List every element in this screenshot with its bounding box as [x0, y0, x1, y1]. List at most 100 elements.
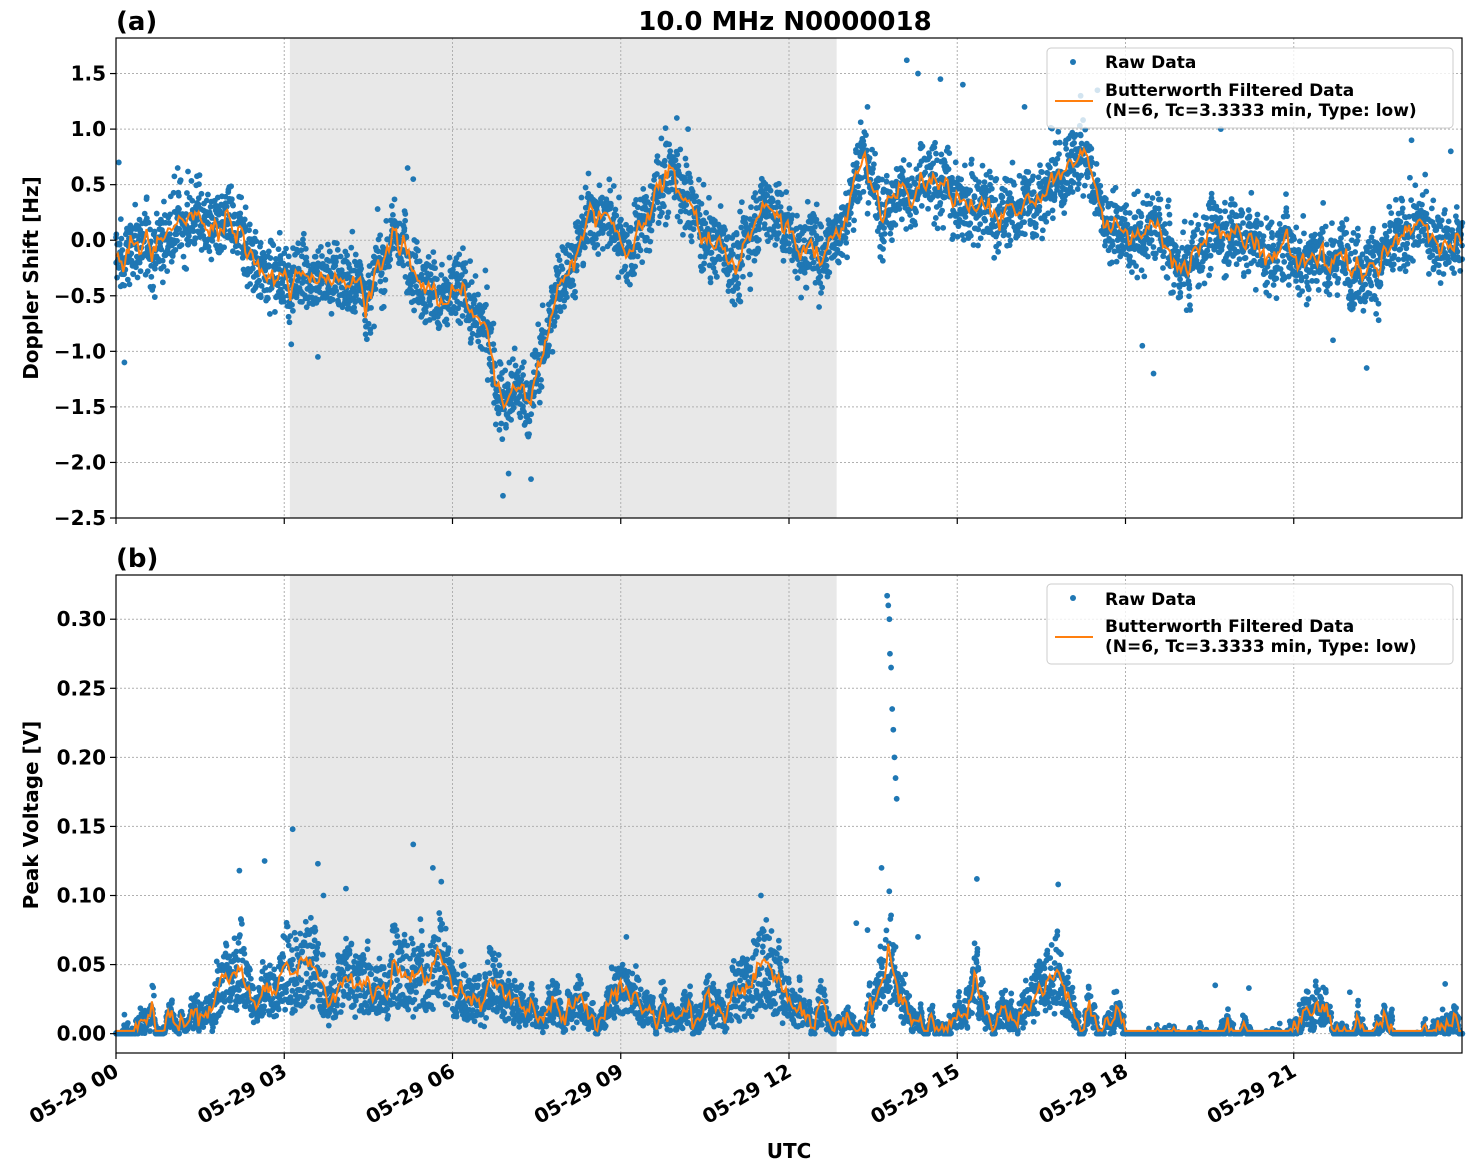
- raw-data-point: [813, 216, 820, 223]
- raw-data-point: [1351, 301, 1358, 308]
- raw-data-point: [1388, 210, 1395, 217]
- raw-data-point: [133, 264, 139, 271]
- raw-data-point: [1043, 218, 1050, 225]
- raw-data-point: [1377, 281, 1384, 288]
- raw-data-point: [881, 238, 887, 245]
- raw-data-point: [1021, 231, 1028, 238]
- raw-data-point: [677, 218, 683, 225]
- raw-data-point: [1327, 280, 1333, 287]
- raw-data-point: [446, 254, 453, 261]
- raw-data-point: [362, 331, 369, 338]
- raw-data-point: [437, 307, 444, 314]
- raw-data-point: [835, 259, 842, 266]
- raw-data-point: [1181, 218, 1188, 225]
- raw-data-point: [521, 409, 527, 415]
- raw-data-point: [390, 245, 397, 252]
- raw-data-point: [1177, 276, 1183, 283]
- raw-data-point: [389, 211, 396, 218]
- raw-data-point: [780, 257, 787, 264]
- raw-data-point: [662, 125, 669, 131]
- raw-data-point: [152, 265, 158, 272]
- raw-data-point: [823, 262, 830, 269]
- raw-data-point: [415, 247, 421, 254]
- raw-data-point: [756, 226, 762, 233]
- raw-data-point: [377, 232, 384, 239]
- raw-data-point: [1301, 230, 1307, 237]
- raw-data-point: [312, 253, 319, 260]
- raw-data-point: [488, 325, 495, 332]
- raw-data-point: [879, 257, 886, 264]
- raw-data-point: [416, 258, 423, 265]
- raw-data-point: [498, 420, 505, 427]
- raw-data-point: [1283, 191, 1289, 198]
- raw-data-point: [995, 248, 1002, 255]
- raw-data-point: [192, 221, 198, 228]
- raw-data-point: [452, 310, 459, 317]
- raw-data-point: [585, 170, 592, 177]
- raw-data-point: [1320, 200, 1327, 206]
- raw-data-point: [506, 359, 513, 366]
- raw-data-point: [640, 185, 647, 192]
- raw-data-point: [352, 308, 358, 315]
- raw-data-point: [1021, 219, 1028, 226]
- raw-data-point: [205, 243, 212, 250]
- raw-data-point: [1056, 151, 1062, 158]
- raw-data-point: [150, 992, 157, 999]
- raw-data-point: [174, 165, 181, 171]
- raw-data-point: [334, 246, 341, 253]
- raw-data-point: [999, 199, 1006, 206]
- raw-data-point: [383, 217, 390, 224]
- raw-data-point: [183, 265, 190, 272]
- raw-data-point: [1228, 196, 1235, 202]
- raw-data-point: [992, 197, 999, 203]
- raw-data-point: [229, 248, 236, 255]
- raw-data-point: [610, 183, 617, 189]
- raw-data-point: [499, 436, 506, 443]
- raw-data-point: [561, 303, 567, 310]
- raw-data-point: [1429, 252, 1436, 259]
- raw-data-point: [402, 217, 409, 224]
- raw-data-point: [168, 258, 175, 265]
- raw-data-point: [285, 313, 292, 320]
- raw-data-point: [387, 256, 394, 263]
- raw-data-point: [767, 187, 774, 194]
- raw-data-point: [177, 177, 184, 184]
- raw-data-point: [1254, 211, 1261, 218]
- raw-data-point: [267, 255, 274, 261]
- raw-data-point: [275, 246, 282, 253]
- raw-data-point: [1201, 280, 1208, 287]
- raw-data-point: [1342, 270, 1349, 277]
- raw-data-point: [294, 277, 301, 284]
- raw-data-point: [338, 284, 345, 291]
- raw-data-point: [1442, 207, 1448, 213]
- raw-data-point: [926, 153, 933, 160]
- raw-data-point: [289, 302, 295, 308]
- raw-data-point: [460, 245, 466, 252]
- raw-data-point: [1270, 282, 1277, 288]
- raw-data-point: [467, 325, 473, 332]
- raw-data-point: [1370, 225, 1377, 232]
- raw-data-point: [844, 254, 850, 261]
- raw-data-point: [167, 211, 173, 218]
- raw-data-point: [996, 240, 1002, 247]
- raw-data-point: [1160, 249, 1167, 255]
- raw-data-point: [237, 210, 244, 217]
- raw-data-point: [986, 168, 993, 175]
- raw-data-point: [1447, 148, 1454, 155]
- raw-data-point: [1260, 233, 1267, 240]
- raw-data-point: [151, 228, 158, 235]
- raw-data-point: [701, 260, 708, 267]
- raw-data-point: [1207, 265, 1214, 272]
- raw-data-point: [1170, 289, 1176, 296]
- raw-data-point: [1039, 169, 1045, 175]
- raw-data-point: [505, 470, 512, 477]
- raw-data-point: [1313, 278, 1320, 284]
- raw-data-point: [737, 298, 744, 305]
- raw-data-point: [1069, 189, 1076, 195]
- raw-data-point: [688, 238, 695, 245]
- raw-data-point: [1141, 273, 1148, 280]
- raw-data-point: [504, 381, 511, 388]
- raw-data-point: [907, 212, 914, 218]
- raw-data-point: [147, 226, 154, 233]
- raw-data-point: [1164, 274, 1171, 281]
